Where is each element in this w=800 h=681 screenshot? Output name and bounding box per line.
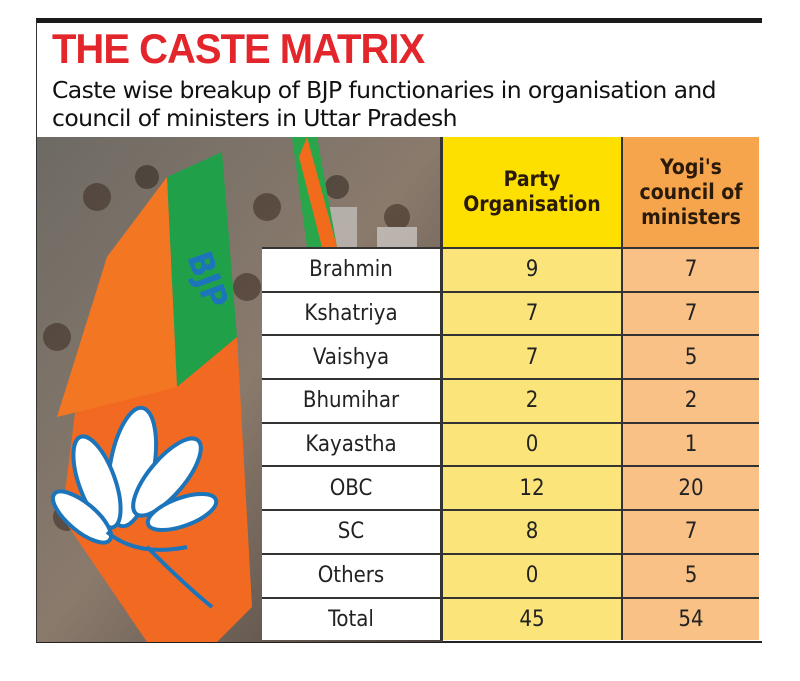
row-label: Total xyxy=(262,596,442,641)
row-label: Bhumihar xyxy=(262,378,442,423)
council-value: 7 xyxy=(621,247,759,292)
party-organisation-value: 9 xyxy=(440,247,622,292)
party-organisation-value: 0 xyxy=(440,421,622,467)
row-label: OBC xyxy=(262,465,442,511)
party-organisation-value: 12 xyxy=(440,465,622,511)
row-label: Kayastha xyxy=(262,421,442,467)
council-value: 5 xyxy=(621,552,759,598)
council-value: 5 xyxy=(621,334,759,380)
council-value: 7 xyxy=(621,290,759,336)
row-label: Brahmin xyxy=(262,247,442,292)
lotus-icon xyxy=(50,405,219,609)
table-row: Kayastha 0 1 xyxy=(262,421,759,467)
council-value: 7 xyxy=(621,509,759,554)
infographic-frame xyxy=(36,18,762,643)
header-council-of-ministers: Yogi's council of ministers xyxy=(621,137,759,248)
row-label: Others xyxy=(262,552,442,598)
row-label: Vaishya xyxy=(262,334,442,380)
party-organisation-value: 45 xyxy=(440,596,622,641)
row-label: Kshatriya xyxy=(262,290,442,336)
bjp-flag-crowd-photo: BJP xyxy=(37,137,443,642)
council-value: 20 xyxy=(621,465,759,511)
table-row: Vaishya 7 5 xyxy=(262,334,759,380)
council-value: 2 xyxy=(621,378,759,423)
party-organisation-value: 8 xyxy=(440,509,622,554)
table-row: SC 8 7 xyxy=(262,509,759,554)
table-row: Bhumihar 2 2 xyxy=(262,378,759,423)
council-value: 1 xyxy=(621,421,759,467)
table-row: OBC 12 20 xyxy=(262,465,759,511)
table-row: Total 45 54 xyxy=(262,596,759,641)
party-organisation-value: 2 xyxy=(440,378,622,423)
council-value: 54 xyxy=(621,596,759,641)
row-label: SC xyxy=(262,509,442,554)
subtitle: Caste wise breakup of BJP functionaries … xyxy=(52,76,717,132)
flag-green-stripe xyxy=(167,152,237,387)
caste-table: Party Organisation Yogi's council of min… xyxy=(262,137,759,641)
title: THE CASTE MATRIX xyxy=(52,26,425,73)
party-organisation-value: 0 xyxy=(440,552,622,598)
party-organisation-value: 7 xyxy=(440,290,622,336)
table-row: Brahmin 9 7 xyxy=(262,247,759,292)
table-row: Kshatriya 7 7 xyxy=(262,290,759,336)
party-organisation-value: 7 xyxy=(440,334,622,380)
table-row: Others 0 5 xyxy=(262,552,759,598)
blank-header xyxy=(262,137,442,248)
header-party-organisation: Party Organisation xyxy=(440,137,622,248)
